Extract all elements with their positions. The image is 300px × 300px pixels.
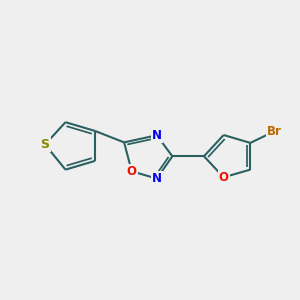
Text: N: N xyxy=(152,172,162,185)
Text: S: S xyxy=(40,138,50,151)
Text: N: N xyxy=(152,129,162,142)
Text: Br: Br xyxy=(267,125,281,138)
Text: O: O xyxy=(219,171,229,184)
Text: O: O xyxy=(127,165,137,178)
